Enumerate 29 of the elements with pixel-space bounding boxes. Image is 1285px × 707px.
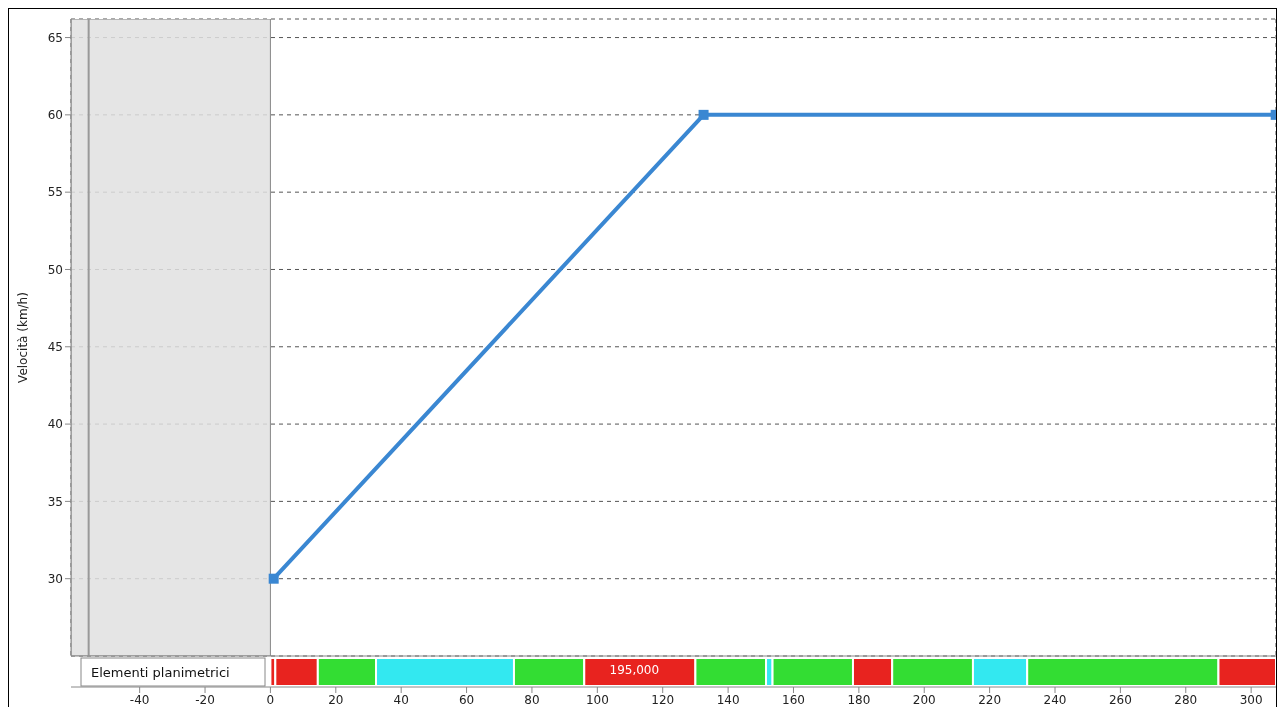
x-tick-label: 280	[1174, 692, 1198, 707]
y-axis-title: Velocità (km/h)	[16, 292, 31, 383]
y-tick-label: 40	[47, 417, 63, 432]
x-tick-label: 260	[1108, 692, 1132, 707]
x-tick-label: 180	[847, 692, 871, 707]
x-tick-label: 220	[978, 692, 1002, 707]
y-tick-label: Elementi planimetrici	[91, 665, 230, 680]
x-tick-label: 20	[328, 692, 344, 707]
annotation: 195,000	[608, 662, 661, 678]
x-tick-label: 40	[393, 692, 409, 707]
y-tick-label: 30	[47, 571, 63, 586]
y-tick-label: 60	[47, 108, 63, 123]
y-tick-label: 45	[47, 340, 63, 355]
x-tick-label: 140	[716, 692, 740, 707]
x-tick-label: 300	[1239, 692, 1263, 707]
y-tick-label: 50	[47, 262, 63, 277]
x-tick-label: 80	[524, 692, 540, 707]
y-tick-label: 55	[47, 185, 63, 200]
x-tick-label: 240	[1043, 692, 1067, 707]
x-tick-label: 120	[651, 692, 675, 707]
x-tick-label: 0	[266, 692, 275, 707]
x-tick-label: -20	[195, 692, 215, 707]
y-tick-label: 65	[47, 30, 63, 45]
x-tick-label: 60	[458, 692, 475, 707]
x-tick-label: 160	[782, 692, 805, 707]
x-tick-label: 200	[912, 692, 936, 707]
x-tick-label: -40	[129, 692, 150, 707]
x-tick-label: 100	[585, 692, 609, 707]
y-tick-label: 35	[47, 494, 63, 509]
